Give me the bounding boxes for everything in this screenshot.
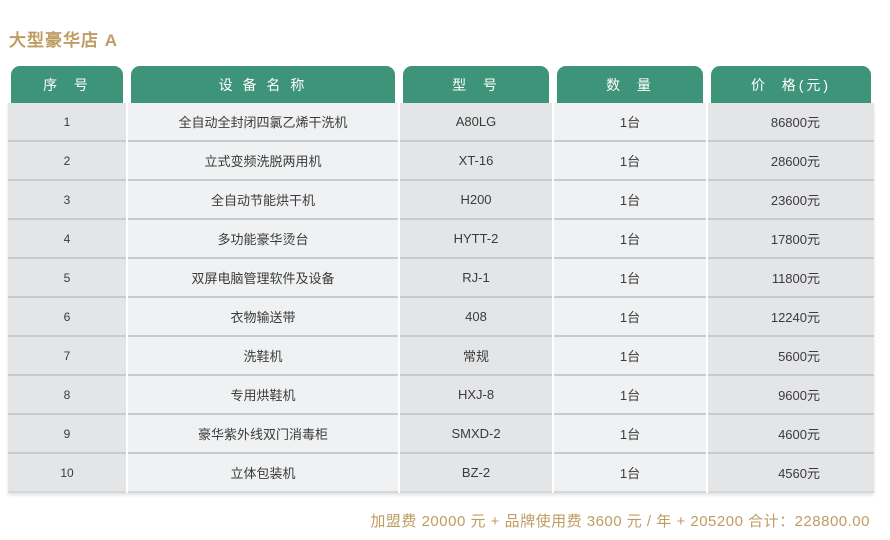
cell-price: 5600元 — [708, 337, 874, 376]
cell-index: 9 — [8, 415, 126, 454]
cell-model: SMXD-2 — [400, 415, 552, 454]
cell-model: H200 — [400, 181, 552, 220]
header-cell-qty: 数 量 — [557, 66, 703, 103]
cell-price: 11800元 — [708, 259, 874, 298]
cell-model: A80LG — [400, 103, 552, 142]
cell-index: 6 — [8, 298, 126, 337]
cell-name: 全自动全封闭四氯乙烯干洗机 — [128, 103, 398, 142]
table-row: 2 立式变频洗脱两用机 XT-16 1台 28600元 — [8, 142, 874, 181]
cell-name: 衣物输送带 — [128, 298, 398, 337]
cell-name: 立式变频洗脱两用机 — [128, 142, 398, 181]
cell-index: 1 — [8, 103, 126, 142]
cell-qty: 1台 — [554, 298, 706, 337]
cell-price: 4600元 — [708, 415, 874, 454]
table-row: 9 豪华紫外线双门消毒柜 SMXD-2 1台 4600元 — [8, 415, 874, 454]
cell-qty: 1台 — [554, 415, 706, 454]
table-row: 10 立体包装机 BZ-2 1台 4560元 — [8, 454, 874, 493]
table-row: 4 多功能豪华烫台 HYTT-2 1台 17800元 — [8, 220, 874, 259]
franchise-total-summary: 加盟费 20000 元 + 品牌使用费 3600 元 / 年 + 205200 … — [370, 513, 870, 530]
cell-name: 全自动节能烘干机 — [128, 181, 398, 220]
cell-model: RJ-1 — [400, 259, 552, 298]
cell-index: 5 — [8, 259, 126, 298]
table-row: 7 洗鞋机 常规 1台 5600元 — [8, 337, 874, 376]
cell-name: 豪华紫外线双门消毒柜 — [128, 415, 398, 454]
cell-index: 4 — [8, 220, 126, 259]
table-row: 3 全自动节能烘干机 H200 1台 23600元 — [8, 181, 874, 220]
cell-price: 12240元 — [708, 298, 874, 337]
equipment-table: 序 号设 备 名 称型 号数 量价 格(元) 1 全自动全封闭四氯乙烯干洗机 A80… — [8, 66, 874, 493]
cell-name: 洗鞋机 — [128, 337, 398, 376]
cell-model: 408 — [400, 298, 552, 337]
cell-model: HXJ-8 — [400, 376, 552, 415]
cell-qty: 1台 — [554, 259, 706, 298]
cell-model: HYTT-2 — [400, 220, 552, 259]
cell-qty: 1台 — [554, 337, 706, 376]
cell-price: 86800元 — [708, 103, 874, 142]
cell-qty: 1台 — [554, 103, 706, 142]
cell-index: 8 — [8, 376, 126, 415]
cell-model: XT-16 — [400, 142, 552, 181]
cell-qty: 1台 — [554, 220, 706, 259]
table-header-row: 序 号设 备 名 称型 号数 量价 格(元) — [8, 66, 874, 103]
header-cell-price: 价 格(元) — [711, 66, 871, 103]
cell-qty: 1台 — [554, 454, 706, 493]
cell-price: 17800元 — [708, 220, 874, 259]
header-cell-index: 序 号 — [11, 66, 123, 103]
cell-index: 7 — [8, 337, 126, 376]
cell-qty: 1台 — [554, 181, 706, 220]
cell-model: 常规 — [400, 337, 552, 376]
cell-price: 4560元 — [708, 454, 874, 493]
header-cell-name: 设 备 名 称 — [131, 66, 395, 103]
cell-price: 23600元 — [708, 181, 874, 220]
table-row: 1 全自动全封闭四氯乙烯干洗机 A80LG 1台 86800元 — [8, 103, 874, 142]
header-cell-model: 型 号 — [403, 66, 549, 103]
cell-name: 专用烘鞋机 — [128, 376, 398, 415]
cell-qty: 1台 — [554, 376, 706, 415]
cell-name: 立体包装机 — [128, 454, 398, 493]
cell-name: 多功能豪华烫台 — [128, 220, 398, 259]
cell-name: 双屏电脑管理软件及设备 — [128, 259, 398, 298]
cell-index: 3 — [8, 181, 126, 220]
table-row: 8 专用烘鞋机 HXJ-8 1台 9600元 — [8, 376, 874, 415]
table-row: 5 双屏电脑管理软件及设备 RJ-1 1台 11800元 — [8, 259, 874, 298]
cell-model: BZ-2 — [400, 454, 552, 493]
cell-qty: 1台 — [554, 142, 706, 181]
cell-index: 2 — [8, 142, 126, 181]
table-row: 6 衣物输送带 408 1台 12240元 — [8, 298, 874, 337]
cell-index: 10 — [8, 454, 126, 493]
table-body: 1 全自动全封闭四氯乙烯干洗机 A80LG 1台 86800元 2 立式变频洗脱两用机 XT-… — [8, 103, 874, 493]
page-title: 大型豪华店 A — [9, 31, 118, 50]
cell-price: 28600元 — [708, 142, 874, 181]
cell-price: 9600元 — [708, 376, 874, 415]
